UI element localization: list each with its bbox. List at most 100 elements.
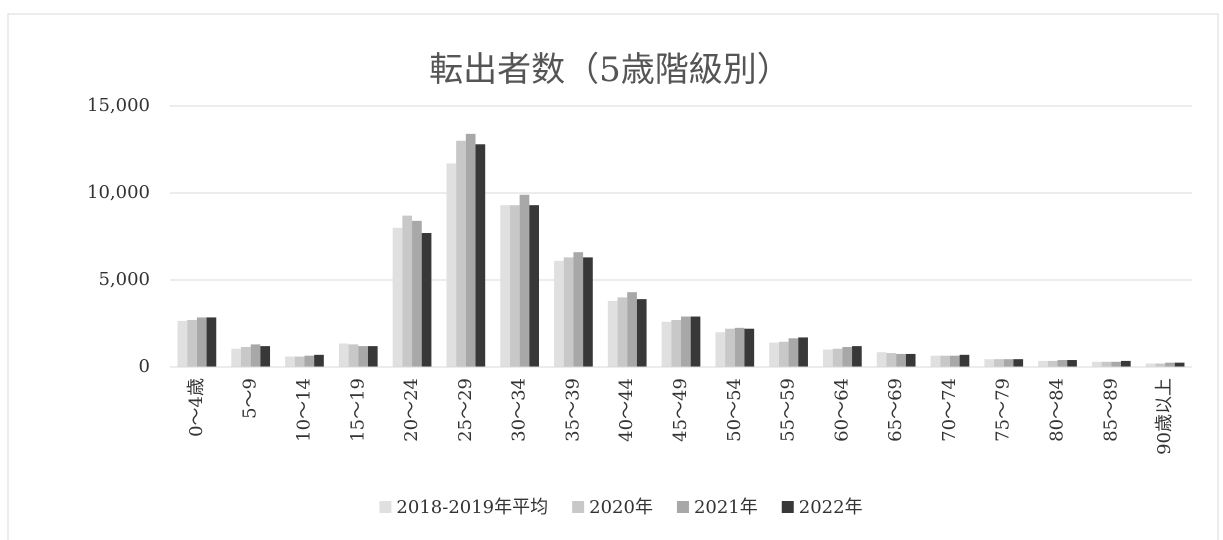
bar	[177, 320, 188, 367]
bar	[905, 353, 916, 367]
bar	[304, 355, 315, 367]
bar	[1165, 362, 1175, 367]
bar	[876, 352, 887, 367]
bar	[959, 354, 970, 367]
bar	[725, 328, 735, 367]
bar	[529, 205, 539, 367]
bar	[1155, 363, 1166, 367]
x-tick-label: 90歳以上	[1154, 378, 1175, 455]
bar	[412, 220, 422, 367]
bar	[1145, 363, 1156, 367]
y-tick-label: 15,000	[87, 95, 150, 116]
legend-label: 2022年	[799, 497, 863, 518]
bar	[206, 317, 217, 367]
legend-label: 2021年	[694, 497, 758, 518]
bar	[788, 338, 799, 367]
bar	[823, 349, 833, 367]
bar	[285, 356, 295, 367]
bar	[1101, 361, 1112, 367]
bar	[358, 346, 368, 367]
bar	[1003, 359, 1014, 367]
x-tick-label: 65～69	[885, 378, 906, 442]
bar	[661, 321, 672, 367]
bar	[636, 299, 647, 367]
bar	[984, 359, 995, 367]
bar	[314, 354, 324, 367]
bar	[519, 194, 530, 367]
x-tick-label: 75～79	[993, 378, 1014, 442]
legend-swatch	[572, 501, 585, 513]
x-tick-label: 50～54	[724, 378, 745, 442]
bar	[563, 257, 574, 367]
bar	[852, 346, 862, 367]
bar	[260, 346, 271, 367]
bar	[392, 227, 403, 367]
x-tick-label: 45～49	[670, 378, 691, 442]
bar	[842, 346, 853, 367]
bar	[627, 292, 637, 367]
bar	[446, 163, 457, 367]
x-tick-label: 60～64	[831, 378, 852, 442]
bar	[367, 346, 378, 367]
bar	[607, 300, 618, 367]
bar	[1174, 362, 1185, 367]
x-tick-label: 80～84	[1047, 378, 1068, 442]
bar	[896, 353, 906, 367]
x-tick-label: 55～59	[778, 378, 799, 442]
bar	[734, 327, 745, 367]
bar	[456, 140, 466, 367]
x-tick-label: 10～14	[293, 378, 314, 442]
bar	[231, 348, 242, 367]
y-tick-label: 0	[139, 356, 150, 377]
bar	[500, 205, 510, 367]
y-tick-label: 10,000	[87, 182, 150, 203]
bar	[294, 356, 305, 367]
bar	[250, 344, 261, 367]
bar	[886, 353, 897, 367]
x-tick-label: 40～44	[616, 378, 637, 442]
bar	[1111, 361, 1121, 367]
bar	[930, 355, 941, 367]
bar	[940, 355, 950, 367]
bar	[1120, 360, 1131, 367]
bar	[715, 332, 726, 367]
y-tick-label: 5,000	[98, 269, 150, 290]
legend-label: 2018-2019年平均	[396, 497, 548, 518]
bar	[554, 260, 564, 367]
bar	[1091, 361, 1102, 367]
x-tick-label: 25～29	[455, 378, 476, 442]
legend: 2018-2019年平均 2020年 2021年 2022年	[379, 497, 863, 518]
bar	[798, 337, 808, 367]
bar	[949, 355, 960, 367]
bar	[744, 328, 755, 367]
x-tick-label: 20～24	[401, 378, 422, 442]
bar	[338, 343, 349, 367]
bar	[769, 342, 779, 367]
x-tick-label: 70～74	[939, 378, 960, 442]
x-tick-label: 15～19	[347, 378, 368, 442]
bar	[690, 316, 701, 367]
x-tick-label: 30～34	[509, 378, 530, 442]
bar	[778, 341, 789, 367]
bar	[1013, 359, 1024, 367]
bar	[1038, 360, 1048, 367]
chart-frame	[7, 13, 1219, 540]
bar	[1047, 360, 1058, 367]
x-tick-label: 0～4歳	[186, 378, 207, 437]
bar	[402, 215, 413, 367]
bar	[583, 257, 593, 367]
bar	[1057, 360, 1068, 367]
bar	[348, 344, 359, 367]
legend-label: 2020年	[589, 497, 653, 518]
legend-swatch	[379, 501, 392, 513]
bar	[832, 348, 843, 367]
bar	[573, 252, 584, 367]
bar	[509, 205, 520, 367]
bar	[1067, 360, 1077, 367]
chart-title: 転出者数（5歳階級別）	[429, 50, 791, 90]
bar	[475, 144, 486, 367]
bar	[994, 359, 1004, 367]
bar	[421, 233, 432, 367]
x-tick-label: 5～9	[240, 378, 261, 419]
